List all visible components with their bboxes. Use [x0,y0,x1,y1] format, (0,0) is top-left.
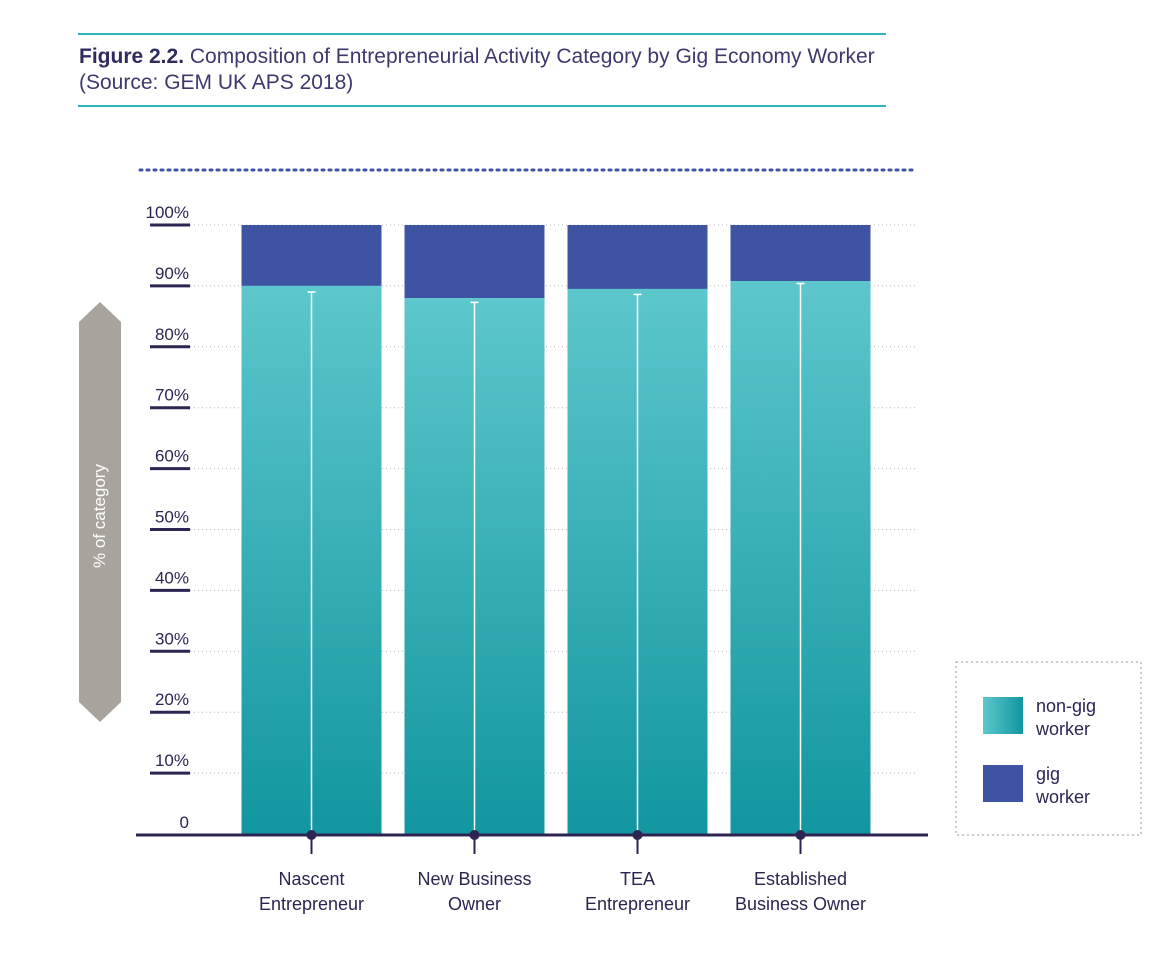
x-tick-label: Business Owner [735,894,866,914]
x-axis-labels: Nascent Entrepreneur New Business Owner TEA E… [259,869,866,914]
figure-label: Figure 2.2. [79,45,185,68]
y-tick-label: 30% [155,629,189,648]
x-tick-label: Entrepreneur [259,894,364,914]
legend-label: non-gig [1036,696,1096,716]
bar-gig-worker [241,225,382,286]
y-tick-label: 20% [155,690,189,709]
y-tick-label: 50% [155,508,189,527]
y-tick-label: 70% [155,386,189,405]
y-tick-label: 60% [155,447,189,466]
bar-gig-worker [567,225,708,289]
x-tick-label: Entrepreneur [585,894,690,914]
y-axis-ticks: 0 10% 20% 30% 40% 50% 60% 70% 80% 90% 100% [146,203,190,832]
legend-box [955,661,1142,836]
figure-caption-text: Composition of Entrepreneurial Activity … [79,45,875,94]
x-axis [136,830,928,854]
y-axis-label: % of category [79,302,121,722]
x-tick-label: TEA [620,869,655,889]
x-tick-label: Established [754,869,847,889]
x-tick-label: New Business [417,869,531,889]
y-tick-label: 40% [155,568,189,587]
figure-caption: Figure 2.2. Composition of Entrepreneuri… [79,44,879,96]
legend-swatch-gig [983,765,1023,802]
y-tick-label: 100% [146,203,189,222]
caption-top-rule [78,33,886,35]
y-axis-title: % of category [90,464,109,568]
legend-label: worker [1035,719,1090,739]
caption-bottom-rule [78,105,886,107]
legend-swatch-non-gig [983,697,1023,734]
bar-gig-worker [730,225,871,282]
y-tick-label: 10% [155,751,189,770]
legend: non-gig worker gig worker [955,661,1142,836]
legend-label: gig [1036,764,1060,784]
y-tick-label: 80% [155,325,189,344]
y-axis-label-arrow [79,302,121,722]
x-tick-label: Owner [448,894,501,914]
y-tick-label: 90% [155,264,189,283]
y-tick-label: 0 [180,813,189,832]
bar-gig-worker [404,225,545,299]
x-tick-label: Nascent [278,869,344,889]
bars [241,225,871,835]
legend-label: worker [1035,787,1090,807]
